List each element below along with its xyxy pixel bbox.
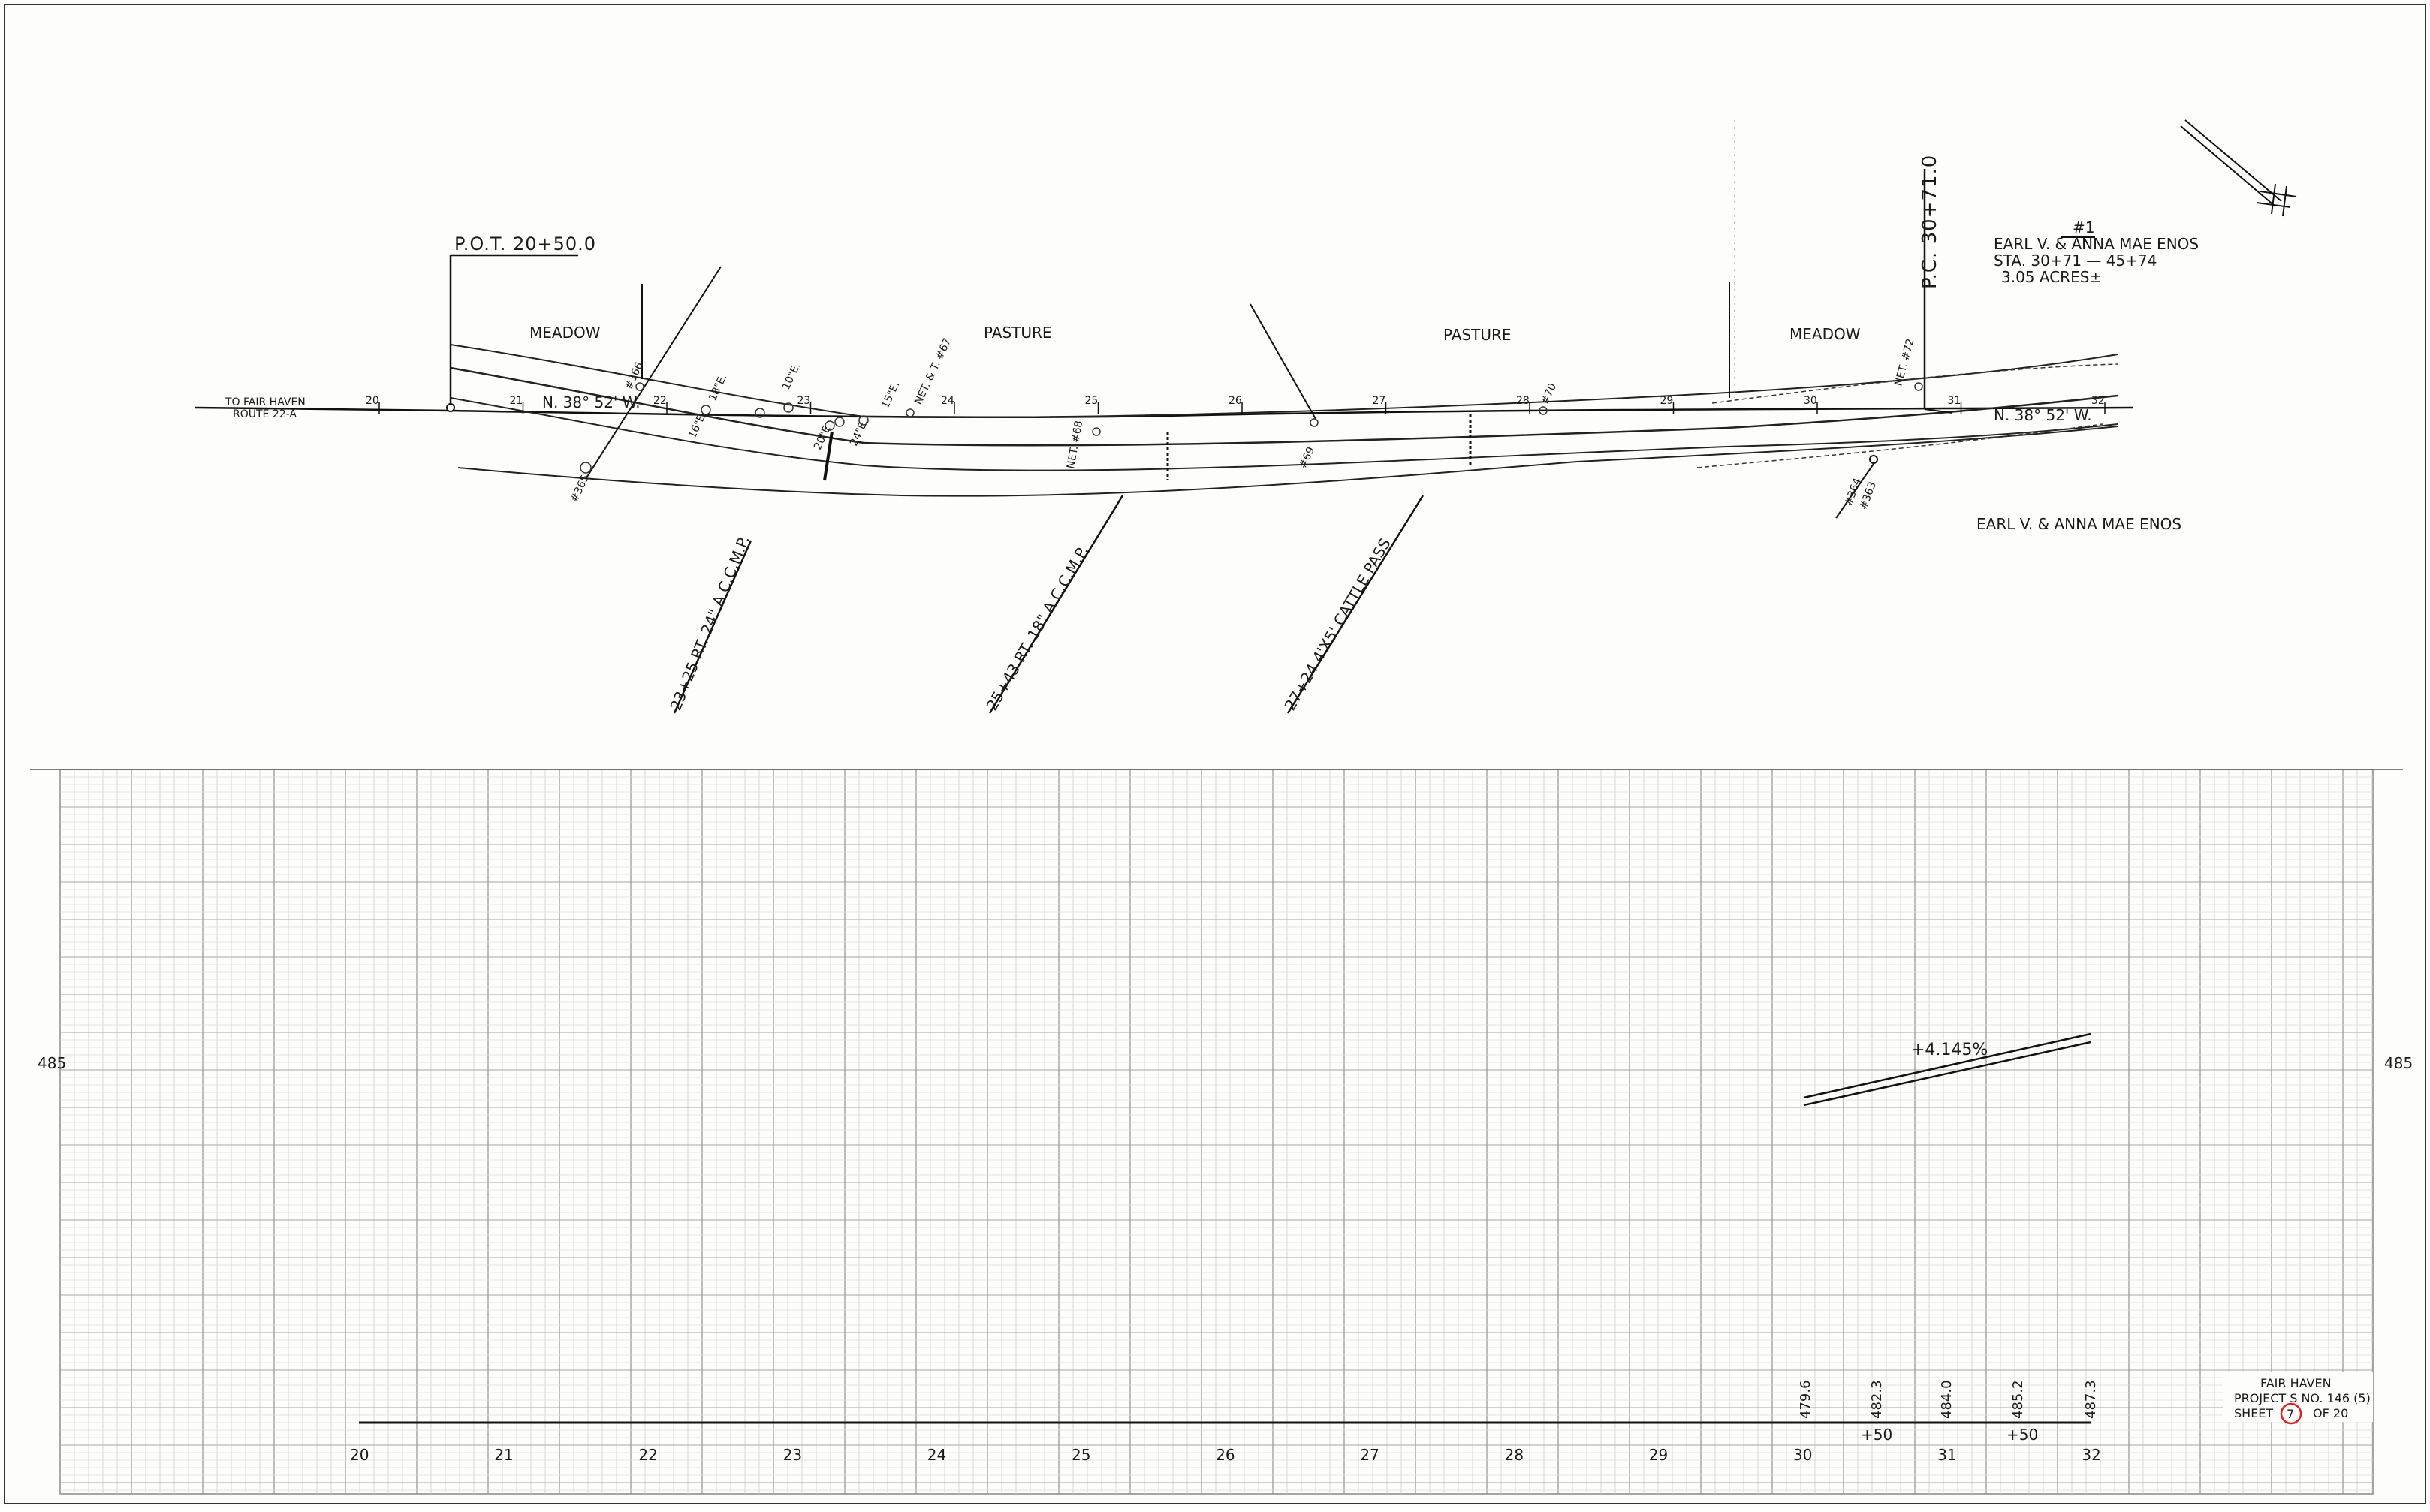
profile-station-labels: 20 21 22 23 24 25 26 27 28 29 30 31 32	[350, 1446, 2101, 1464]
elevation-value-5: 487.3	[2083, 1380, 2099, 1419]
property-line-1	[585, 266, 722, 480]
plan-station-label: 21	[510, 395, 523, 407]
elevation-value-4: 485.2	[2010, 1380, 2026, 1419]
title-sheet-number: 7	[2287, 1407, 2294, 1421]
parcel-number: #1	[2073, 218, 2094, 236]
plan-view: 20 21 22 23 24 25 26 27 28 29 30 31 32 P.O.T. 20+50.…	[194, 119, 2297, 714]
ground-line	[1803, 1041, 2091, 1107]
plan-station-label: 30	[1804, 395, 1817, 407]
north-arrow-icon	[2180, 119, 2297, 217]
property-line-2	[1250, 303, 1316, 420]
title-block-bg	[2223, 1372, 2373, 1422]
culvert-label-2: 25+43 RT. 18" A.C.C.M.P.	[983, 543, 1092, 714]
profile-station-label: 23	[783, 1446, 802, 1464]
profile-station-label: 21	[494, 1446, 513, 1464]
plan-station-label: 20	[366, 395, 379, 407]
profile-station-label: 32	[2082, 1446, 2100, 1464]
profile-station-label: 30	[1793, 1446, 1812, 1464]
pc-label: P.C. 30+71.0	[1919, 155, 1941, 289]
plan-station-label: 25	[1085, 395, 1099, 407]
field-label-meadow-1: MEADOW	[529, 324, 601, 342]
owner-stations: STA. 30+71 — 45+74	[1994, 251, 2157, 270]
bearing-right: N. 38° 52' W.	[1994, 406, 2092, 424]
owner-below: EARL V. & ANNA MAE ENOS	[1976, 515, 2181, 533]
plan-station-ticks: 20 21 22 23 24 25 26 27 28 29 30 31 32	[366, 395, 2106, 414]
row-line-south	[457, 426, 2118, 497]
row-line-middle	[450, 397, 2118, 471]
plus-label-2: +50	[2006, 1426, 2038, 1444]
elevation-label-right: 485	[2384, 1054, 2413, 1072]
grid-minor-vertical	[59, 770, 2372, 1494]
profile-station-label: 25	[1072, 1446, 1090, 1464]
profile-station-label: 29	[1649, 1446, 1668, 1464]
profile-grid: +4.145% 485 485 20 21 22 23 24 25 26 27 28 29 30 31…	[30, 769, 2413, 1495]
note-69: #69	[1297, 445, 1317, 471]
tree-symbols	[580, 382, 1923, 474]
title-block: FAIR HAVEN PROJECT S NO. 146 (5) SHEET 7…	[2223, 1372, 2373, 1425]
culvert-1-leader	[673, 540, 752, 714]
pot-label: P.O.T. 20+50.0	[454, 233, 596, 255]
profile-station-label: 22	[638, 1446, 657, 1464]
grade-line	[1803, 1032, 2091, 1099]
plan-station-label: 26	[1229, 395, 1242, 407]
survey-centerline	[194, 406, 2133, 418]
to-label-line1: TO FAIR HAVEN	[225, 396, 306, 408]
elevation-label-left: 485	[38, 1054, 66, 1072]
elevation-value-1: 479.6	[1798, 1380, 1813, 1419]
plan-station-label: 28	[1516, 395, 1530, 407]
note-18e: 18"E.	[707, 372, 729, 403]
field-label-pasture-1: PASTURE	[984, 324, 1052, 342]
plan-station-label: 27	[1373, 395, 1386, 407]
bearing-left: N. 38° 52' W.	[542, 393, 641, 411]
title-project: PROJECT S NO. 146 (5)	[2234, 1391, 2371, 1405]
plan-station-label: 31	[1948, 395, 1961, 407]
culvert-label-1: 23+25 RT. 24" A.C.C.M.P.	[666, 533, 753, 713]
to-label-line2: ROUTE 22-A	[233, 408, 297, 420]
plan-station-label: 23	[797, 395, 811, 407]
plan-station-label: 24	[941, 395, 954, 407]
culvert-3-leader	[1286, 495, 1425, 714]
plan-station-label: 29	[1660, 395, 1674, 407]
note-10e: 10"E.	[780, 361, 803, 392]
plan-station-label: 22	[653, 395, 667, 407]
title-sheet-prefix: SHEET	[2234, 1406, 2273, 1420]
elevation-value-2: 482.3	[1869, 1380, 1885, 1419]
pot-point	[446, 403, 455, 412]
field-label-meadow-2: MEADOW	[1789, 325, 1861, 343]
elevation-value-3: 484.0	[1939, 1380, 1955, 1419]
title-sheet-suffix: OF 20	[2313, 1406, 2348, 1420]
profile-station-label: 26	[1216, 1446, 1235, 1464]
fence-line-south	[1696, 423, 2103, 468]
profile-station-label: 27	[1360, 1446, 1379, 1464]
title-town: FAIR HAVEN	[2260, 1376, 2332, 1390]
owner-name: EARL V. & ANNA MAE ENOS	[1994, 235, 2199, 253]
grid-minor-horizontal	[60, 769, 2373, 1491]
field-label-pasture-2: PASTURE	[1443, 326, 1512, 344]
owner-block: #1 EARL V. & ANNA MAE ENOS STA. 30+71 — …	[1994, 218, 2199, 286]
plan-station-label: 32	[2091, 395, 2105, 407]
pc-tick	[1924, 408, 1953, 414]
profile-station-label: 28	[1505, 1446, 1524, 1464]
corner-leader	[1835, 463, 1874, 519]
profile-station-label: 24	[927, 1446, 946, 1464]
note-70: #70	[1539, 381, 1559, 407]
fence-line-north	[1711, 363, 2118, 404]
row-line-north	[450, 344, 2118, 418]
culvert-label-3: 27+24 4'X5' CATTLE PASS	[1281, 535, 1394, 714]
sheet-number-circle	[2280, 1402, 2302, 1425]
culvert-1-mark	[823, 431, 834, 481]
sheet-border	[4, 4, 2426, 1504]
owner-acres: 3.05 ACRES±	[2001, 268, 2102, 286]
small-notes: #365 #366 16"E. 18"E. 10"E. 20"E. 24"E. …	[568, 336, 1916, 511]
corner-point	[1869, 455, 1878, 464]
grade-label: +4.145%	[1911, 1041, 1988, 1059]
profile-station-label: 31	[1937, 1446, 1956, 1464]
plus-label-1: +50	[1861, 1426, 1892, 1444]
culvert-2-leader	[988, 495, 1124, 714]
profile-station-label: 20	[350, 1446, 369, 1464]
pavement-line	[450, 366, 2118, 447]
note-15e: 15"E.	[879, 380, 902, 411]
